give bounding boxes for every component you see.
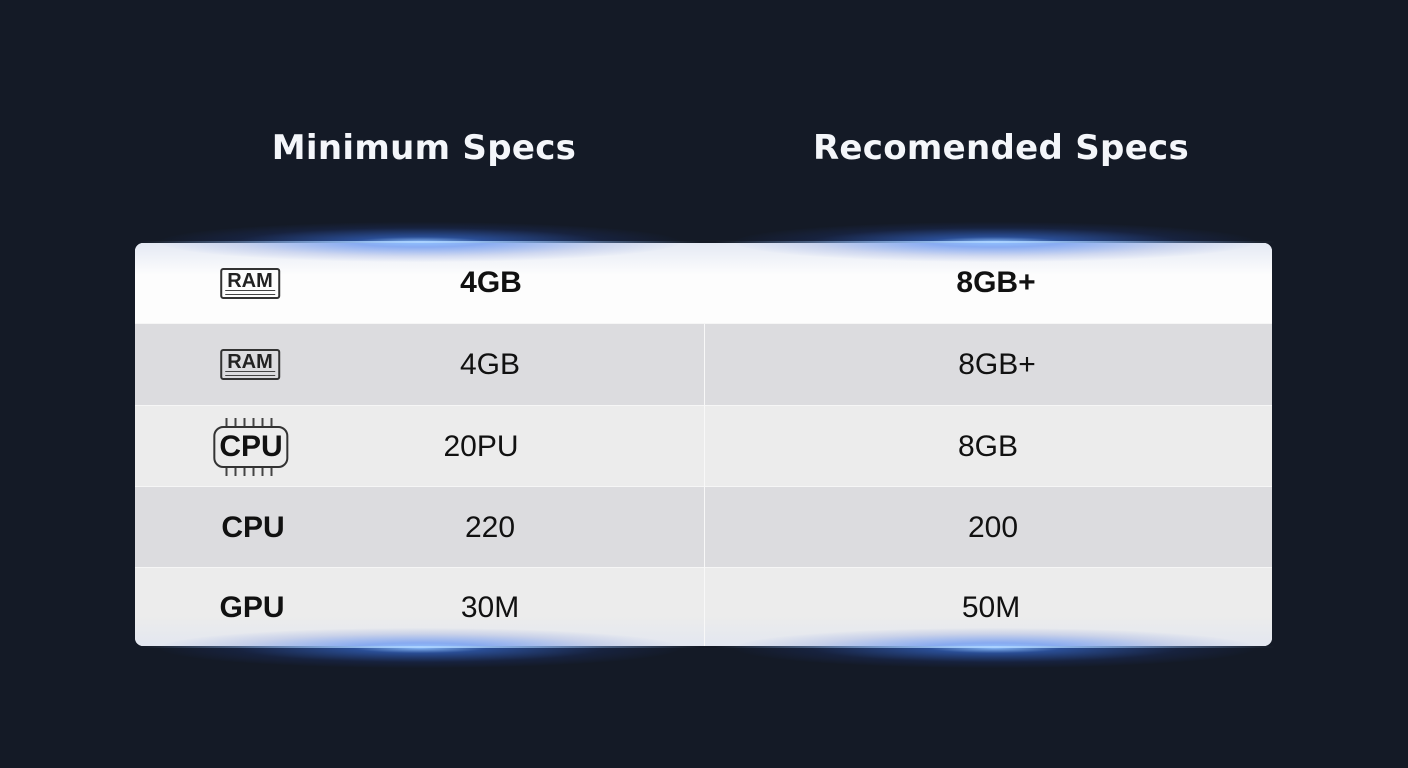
minimum-value: 4GB — [459, 347, 521, 381]
table-row: CPU 20PU 8GB — [135, 405, 1272, 487]
spec-table: RAM 4GB 8GB+ RAM 4GB 8GB+ CPU 20PU 8GB C… — [135, 243, 1272, 646]
recommended-specs-heading: Recomended Specs — [812, 128, 1190, 168]
glow-line — [140, 646, 700, 648]
glow-decoration — [160, 628, 680, 668]
minimum-value: 220 — [464, 510, 516, 544]
cpu-chip-icon: CPU — [213, 406, 289, 487]
column-divider — [704, 324, 705, 646]
row-label: CPU — [221, 510, 285, 544]
recommended-value: 8GB+ — [958, 347, 1036, 381]
recommended-value: 8GB+ — [956, 266, 1036, 299]
glow-decoration — [735, 628, 1255, 668]
minimum-value: 20PU — [443, 429, 519, 463]
glow-line — [140, 241, 700, 243]
minimum-value: 30M — [460, 590, 520, 624]
recommended-value: 200 — [967, 510, 1019, 544]
ram-icon: RAM — [220, 243, 280, 323]
recommended-value: 8GB — [957, 429, 1019, 463]
table-row: CPU 220 200 — [135, 486, 1272, 568]
minimum-value: 4GB — [460, 266, 522, 299]
ram-icon: RAM — [220, 324, 280, 405]
glow-line — [715, 646, 1275, 648]
row-label: GPU — [219, 590, 285, 624]
table-row: RAM 4GB 8GB+ — [135, 323, 1272, 405]
recommended-value: 50M — [961, 590, 1021, 624]
minimum-specs-heading: Minimum Specs — [271, 128, 577, 168]
glow-line — [715, 241, 1275, 243]
